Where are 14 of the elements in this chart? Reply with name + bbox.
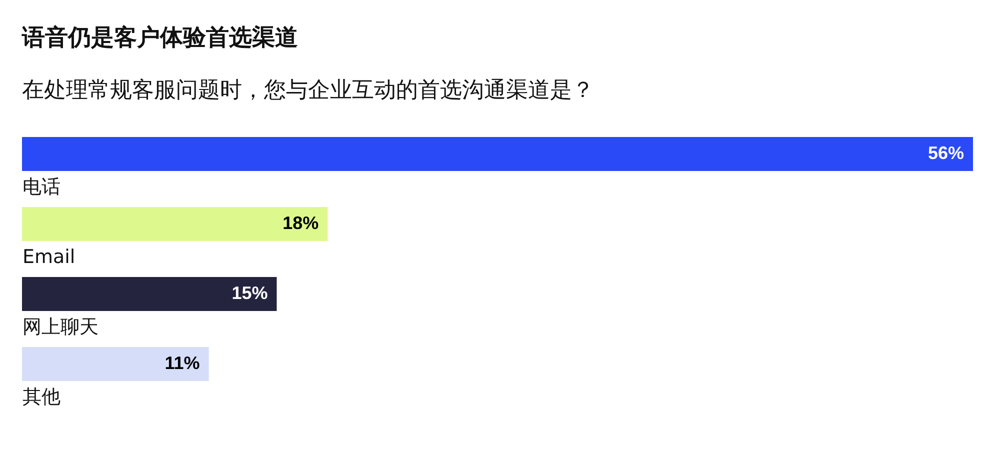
y-tick-label: 其他 xyxy=(22,386,60,408)
bar xyxy=(22,137,973,171)
y-tick-label: Email xyxy=(22,246,76,268)
bar xyxy=(22,347,209,381)
chart-subtitle: 在处理常规客服问题时，您与企业互动的首选沟通渠道是？ xyxy=(22,78,594,103)
data-label: 15% xyxy=(232,283,268,303)
y-tick-label: 电话 xyxy=(22,176,60,198)
bar xyxy=(22,277,277,311)
data-label: 18% xyxy=(282,213,319,233)
y-tick-label: 网上聊天 xyxy=(22,316,98,338)
chart-title: 语音仍是客户体验首选渠道 xyxy=(21,24,298,51)
data-label: 11% xyxy=(164,353,200,373)
data-label: 56% xyxy=(928,143,964,163)
bar xyxy=(22,207,328,241)
